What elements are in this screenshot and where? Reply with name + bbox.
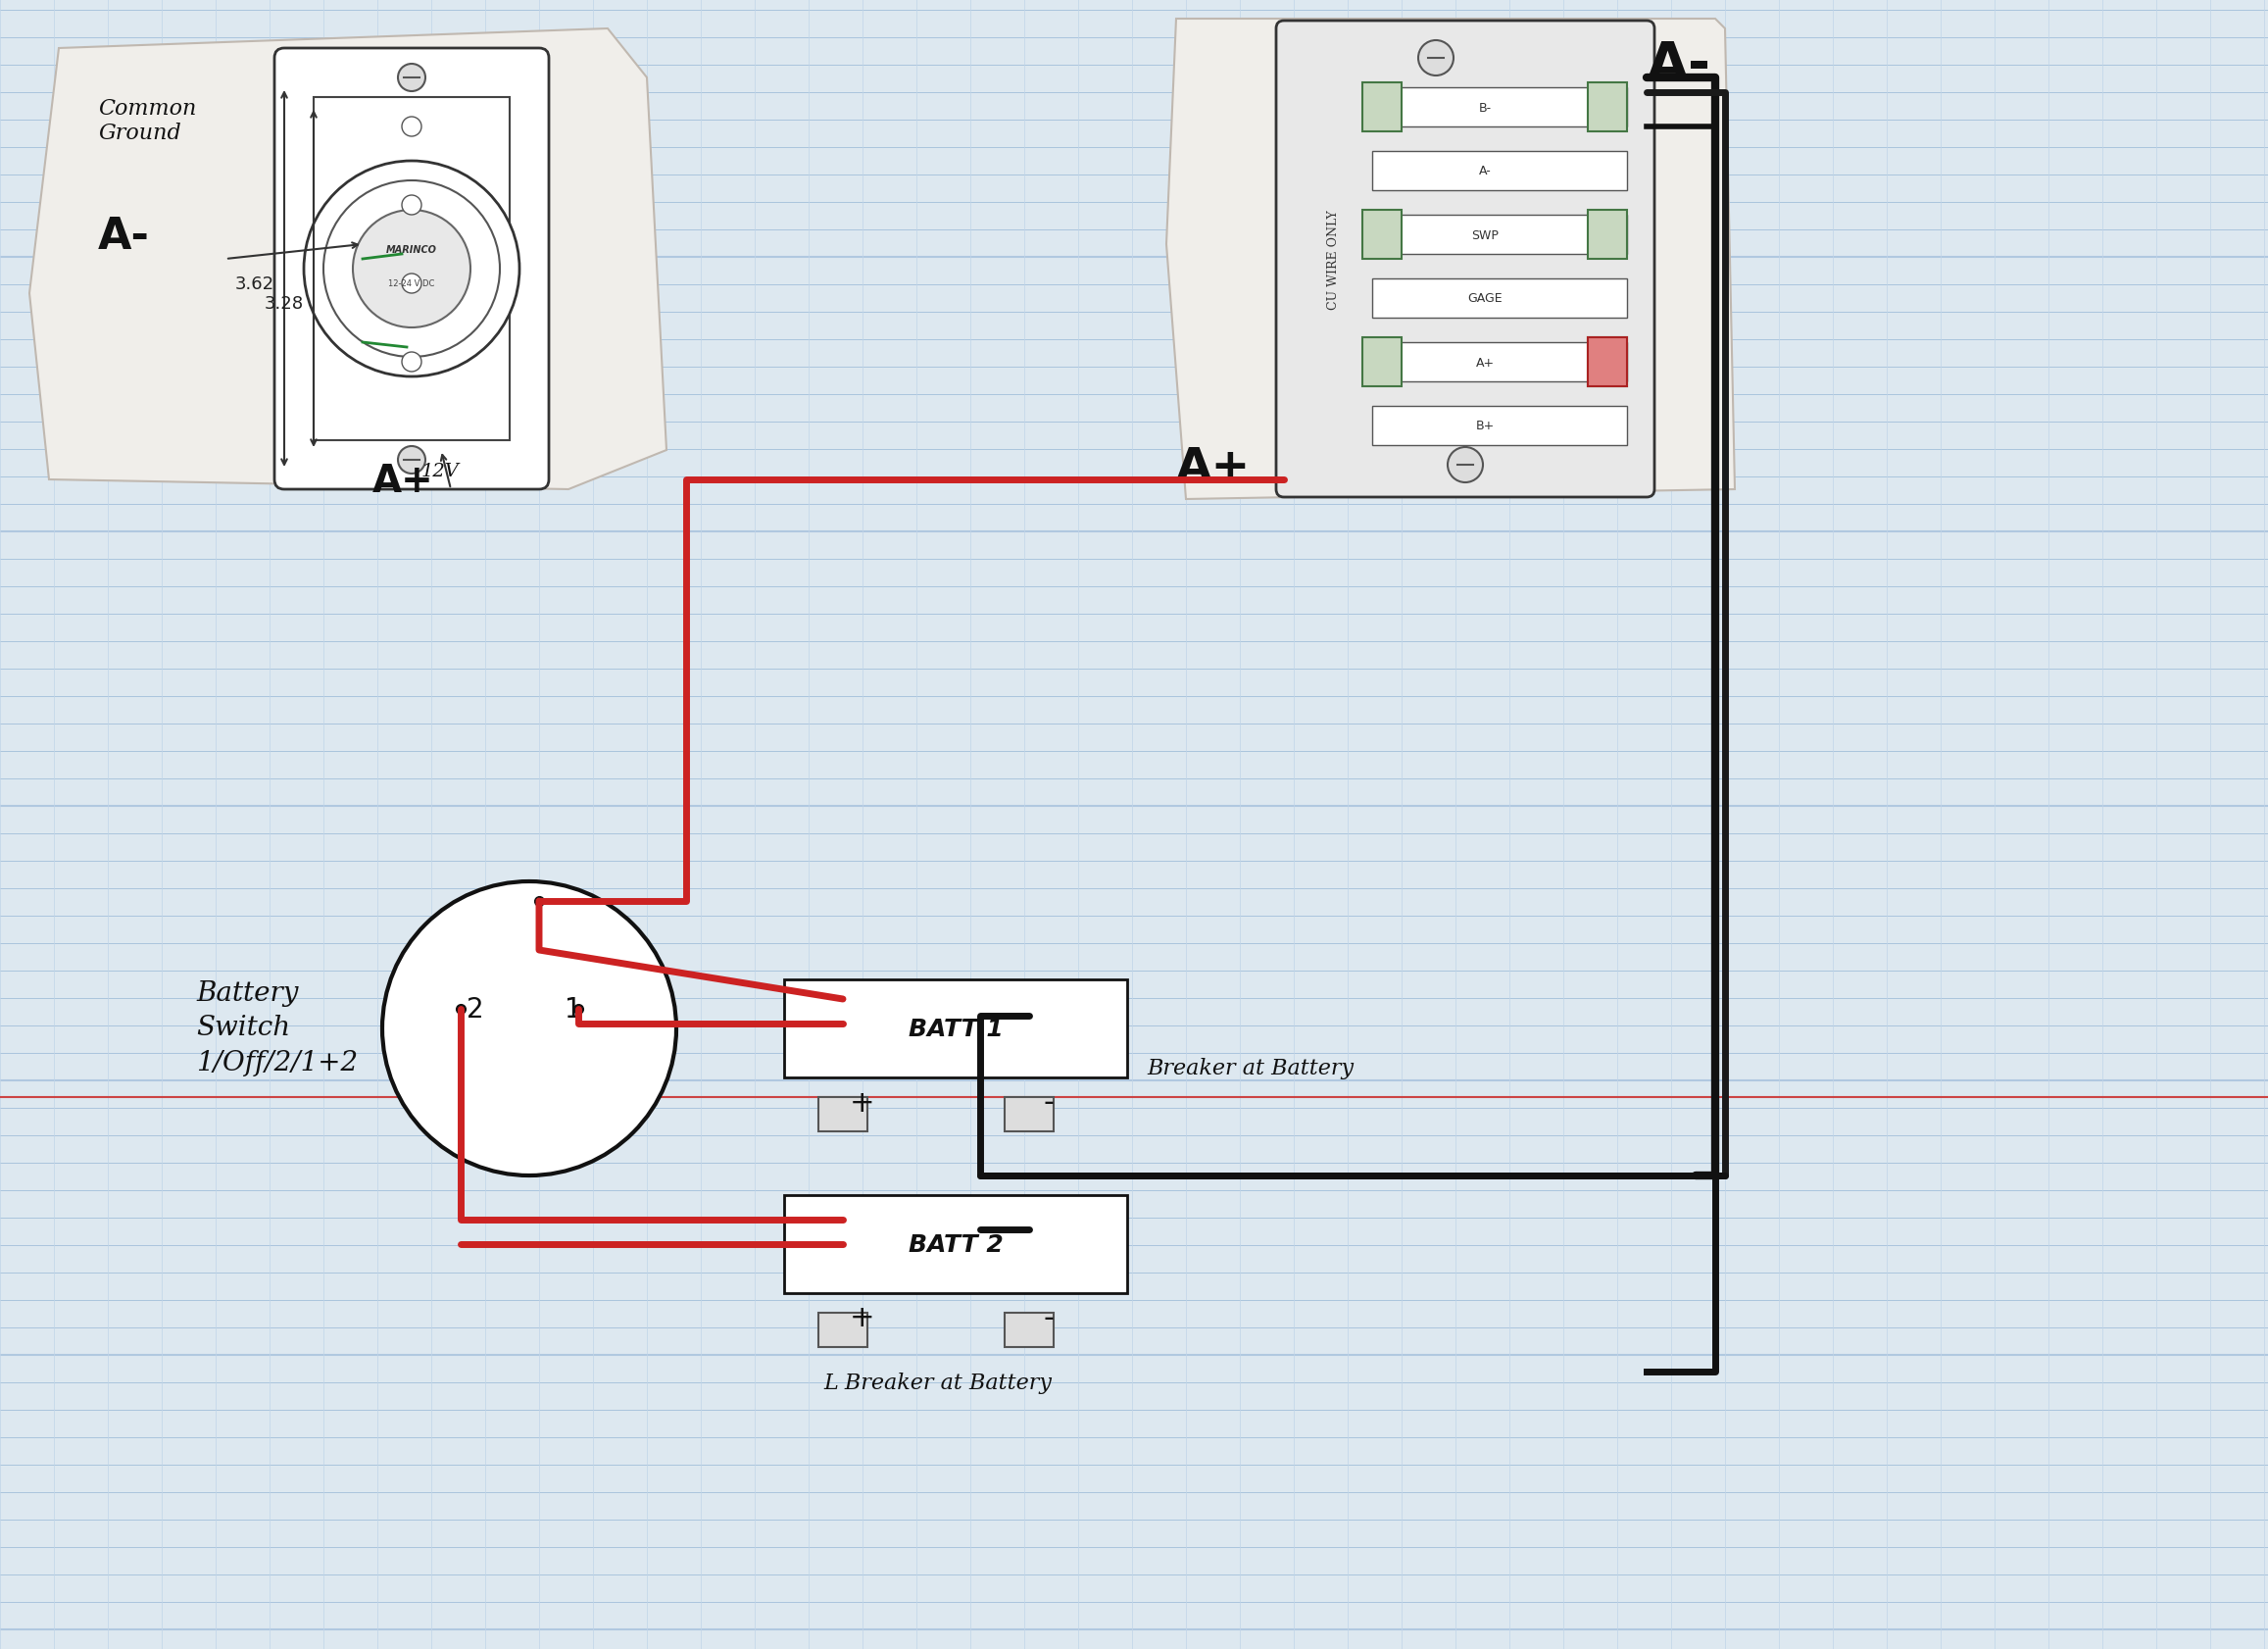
Bar	[1588, 84, 1626, 132]
Bar	[1588, 338, 1626, 388]
Text: 12V: 12V	[422, 462, 460, 480]
Bar	[1588, 211, 1626, 259]
Bar	[1588, 338, 1626, 388]
Text: Battery
Switch
1/Off/2/1+2: Battery Switch 1/Off/2/1+2	[195, 980, 358, 1075]
Text: CU WIRE ONLY: CU WIRE ONLY	[1327, 209, 1340, 310]
Text: 2: 2	[467, 996, 483, 1022]
FancyBboxPatch shape	[274, 49, 549, 490]
Bar	[1372, 407, 1626, 445]
Text: +: +	[850, 1304, 875, 1332]
Text: 3.28: 3.28	[265, 295, 304, 313]
Text: GAGE: GAGE	[1467, 292, 1501, 305]
Bar	[1005, 1097, 1055, 1131]
Text: 12-24 V DC: 12-24 V DC	[388, 280, 435, 289]
Text: +: +	[850, 1088, 875, 1116]
Circle shape	[304, 162, 519, 378]
FancyBboxPatch shape	[1277, 21, 1653, 498]
Bar	[1372, 87, 1626, 127]
Bar	[1005, 1313, 1055, 1347]
Bar	[1363, 338, 1402, 388]
Bar	[819, 1097, 866, 1131]
Text: A+: A+	[372, 462, 433, 500]
Text: A-: A-	[1647, 40, 1712, 92]
Text: A+: A+	[1476, 356, 1495, 369]
Circle shape	[383, 882, 676, 1176]
Text: Common
Ground: Common Ground	[98, 97, 197, 145]
Circle shape	[401, 353, 422, 373]
Text: Breaker at Battery: Breaker at Battery	[1148, 1057, 1354, 1078]
Bar	[1372, 343, 1626, 383]
Text: L Breaker at Battery: L Breaker at Battery	[823, 1372, 1052, 1393]
Circle shape	[354, 211, 469, 328]
Text: B-: B-	[1479, 101, 1492, 114]
Bar	[1363, 211, 1402, 259]
Text: A-: A-	[1479, 165, 1490, 178]
Text: A-: A-	[98, 216, 150, 257]
Text: BATT 1: BATT 1	[907, 1017, 1002, 1041]
Circle shape	[397, 64, 426, 92]
Bar	[1363, 84, 1402, 132]
Bar	[1372, 152, 1626, 191]
Circle shape	[1418, 41, 1454, 76]
Polygon shape	[1166, 20, 1735, 500]
Circle shape	[401, 196, 422, 216]
Bar	[785, 1196, 1127, 1293]
Text: BATT 2: BATT 2	[907, 1232, 1002, 1257]
Circle shape	[397, 447, 426, 475]
Text: MARINCO: MARINCO	[386, 246, 438, 254]
Circle shape	[1447, 449, 1483, 483]
Text: A+: A+	[1177, 445, 1252, 490]
Circle shape	[401, 274, 422, 294]
Text: -: -	[1043, 1088, 1055, 1116]
Text: SWP: SWP	[1472, 229, 1499, 241]
Bar	[785, 980, 1127, 1078]
Text: 1: 1	[565, 996, 583, 1022]
Text: 3.62: 3.62	[236, 275, 274, 294]
Text: -: -	[1043, 1304, 1055, 1332]
Bar	[1372, 279, 1626, 318]
Bar	[313, 97, 510, 440]
Bar	[819, 1313, 866, 1347]
Polygon shape	[29, 30, 667, 490]
Circle shape	[401, 117, 422, 137]
Text: B+: B+	[1476, 420, 1495, 432]
Bar	[1372, 216, 1626, 254]
